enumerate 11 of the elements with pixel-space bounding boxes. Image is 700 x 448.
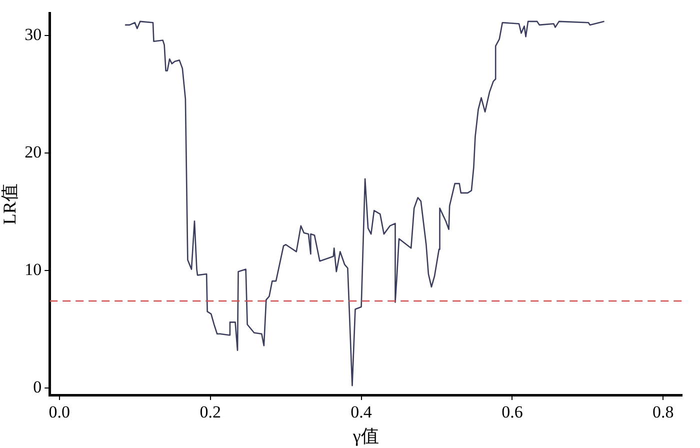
y-tick-label: 20 bbox=[24, 142, 42, 162]
x-tick-label: 0.4 bbox=[350, 402, 372, 422]
y-tick-label: 0 bbox=[33, 377, 42, 396]
x-tick-label: 0.6 bbox=[502, 402, 523, 422]
x-tick-label: 0.2 bbox=[200, 402, 221, 422]
y-tick-label: 10 bbox=[24, 260, 42, 279]
x-axis-title: γ值 bbox=[352, 426, 379, 446]
x-tick-label: 0.0 bbox=[48, 402, 70, 422]
y-tick-label: 30 bbox=[24, 24, 42, 44]
y-axis-title: LR值 bbox=[0, 184, 20, 225]
x-tick-label: 0.8 bbox=[652, 402, 674, 422]
